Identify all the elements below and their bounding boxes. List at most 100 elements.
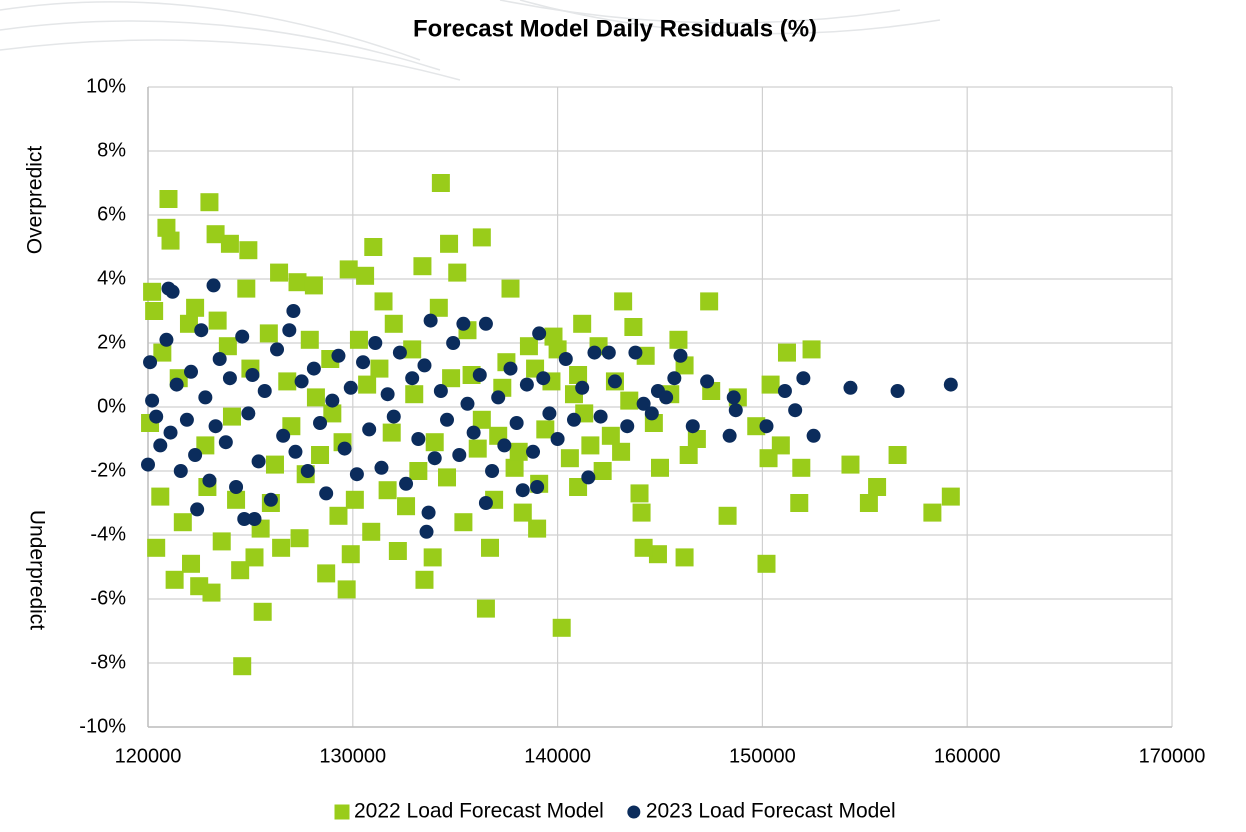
data-point <box>431 174 450 192</box>
data-point <box>186 298 205 317</box>
data-point <box>419 524 434 539</box>
data-point <box>728 403 743 418</box>
data-point <box>552 618 571 637</box>
data-point <box>843 380 858 395</box>
data-point <box>313 416 328 430</box>
data-point <box>202 583 221 602</box>
data-point <box>147 538 166 557</box>
data-point <box>196 436 215 455</box>
data-point <box>542 406 557 421</box>
data-point <box>722 428 737 443</box>
data-point <box>247 512 262 526</box>
data-point <box>427 451 442 466</box>
data-point <box>687 430 706 448</box>
data-point <box>478 316 493 331</box>
data-point <box>601 345 616 360</box>
data-point <box>288 273 307 292</box>
data-point <box>438 468 457 487</box>
data-point <box>497 438 512 453</box>
data-point <box>685 419 700 434</box>
data-point <box>392 345 407 360</box>
data-point <box>452 448 467 462</box>
data-point <box>263 492 278 507</box>
data-point <box>888 446 907 464</box>
data-point <box>593 462 612 480</box>
data-point <box>306 361 321 376</box>
data-point <box>276 428 291 443</box>
data-point <box>757 554 776 573</box>
data-point <box>235 329 250 344</box>
data-point <box>634 538 653 557</box>
data-point <box>519 337 538 356</box>
data-point <box>620 391 639 410</box>
data-point <box>423 548 442 567</box>
data-point <box>550 432 565 446</box>
data-point <box>153 343 172 362</box>
data-point <box>943 377 958 392</box>
data-point <box>415 570 434 589</box>
data-point <box>501 279 520 298</box>
data-point <box>440 412 455 427</box>
y-tick-label: 2% <box>97 331 126 353</box>
data-point <box>667 371 682 386</box>
data-point <box>429 298 448 317</box>
data-point <box>569 478 588 496</box>
data-point <box>409 462 428 480</box>
data-point <box>601 426 620 445</box>
data-point <box>325 393 340 408</box>
data-point <box>806 428 821 443</box>
data-point <box>433 384 448 398</box>
data-point <box>163 425 178 440</box>
data-point <box>323 404 342 423</box>
data-point <box>759 419 774 434</box>
data-point <box>202 473 217 488</box>
data-point <box>515 483 530 498</box>
data-point <box>272 538 291 557</box>
data-point <box>220 234 239 253</box>
data-point <box>405 371 420 386</box>
data-point <box>206 278 221 293</box>
data-point <box>519 377 534 392</box>
data-point <box>311 446 330 464</box>
data-point <box>802 340 821 359</box>
data-point <box>526 444 541 459</box>
data-point <box>306 388 325 407</box>
background-decoration <box>0 0 941 81</box>
x-tick-label: 160000 <box>934 745 1001 767</box>
data-point <box>472 410 491 429</box>
data-point <box>399 476 414 491</box>
data-point <box>218 337 237 356</box>
legend: 2022 Load Forecast Model 2023 Load Foreca… <box>334 800 896 823</box>
legend-marker <box>627 805 641 819</box>
data-point <box>286 304 301 318</box>
data-point <box>593 409 608 424</box>
y-axis-label: Underpredict <box>25 510 48 630</box>
data-point <box>673 348 688 363</box>
data-point <box>198 390 213 405</box>
data-point <box>628 345 643 360</box>
data-point <box>233 657 252 676</box>
data-point <box>362 522 381 541</box>
y-axis-label: Overpredict <box>24 146 47 255</box>
data-point <box>448 263 467 282</box>
data-point <box>528 519 547 538</box>
data-point <box>726 390 741 405</box>
y-tick-label: -2% <box>90 459 126 481</box>
data-point <box>421 505 436 520</box>
data-point <box>485 464 500 478</box>
data-point <box>509 416 524 430</box>
data-point <box>278 372 297 391</box>
data-point <box>358 375 377 394</box>
x-tick-label: 130000 <box>319 745 386 767</box>
grid: -10% -8% -6% -4% -2% 0% 2% 4% 6% 8% 10% 120000 13000… <box>79 75 1205 767</box>
data-point <box>442 369 461 388</box>
data-point <box>270 263 289 282</box>
data-point <box>304 276 323 295</box>
data-point <box>632 503 651 522</box>
data-point <box>478 496 493 510</box>
legend-label: 2022 Load Forecast Model <box>354 800 604 823</box>
data-point <box>417 358 432 373</box>
data-point <box>208 419 223 434</box>
data-point <box>237 279 256 298</box>
data-point <box>454 513 473 532</box>
